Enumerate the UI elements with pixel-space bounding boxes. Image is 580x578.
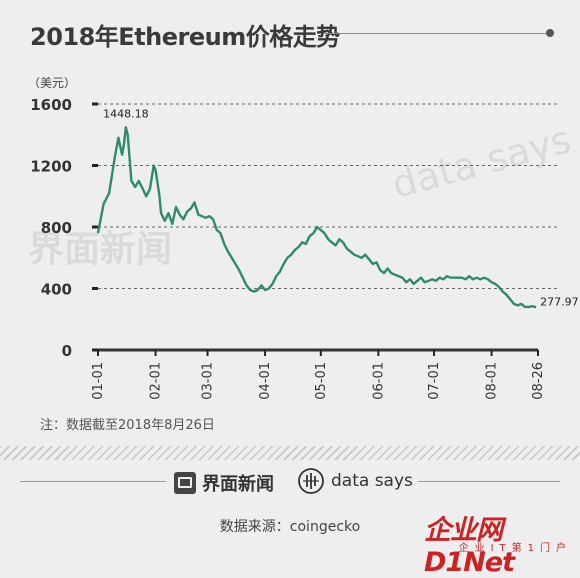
footer-brands: 界面新闻 data says xyxy=(0,462,580,502)
x-axis-ticks: 01-01 02-01 03-01 04-01 05-01 06-01 07-01 08-01… xyxy=(91,350,546,400)
y-tick-label: 1600 xyxy=(30,96,72,114)
grid-lines xyxy=(98,103,560,289)
d1net-logo: 企业网D1Net 企业IT第1门户 xyxy=(424,506,580,578)
y-tick-label: 1200 xyxy=(30,158,72,176)
x-tick-label: 01-01 xyxy=(91,362,106,400)
jiemian-logo-icon xyxy=(174,472,196,494)
chart-title: 2018年Ethereum价格走势 xyxy=(30,23,340,51)
header: 2018年Ethereum价格走势 xyxy=(0,0,580,64)
x-tick-label: 08-26 xyxy=(531,362,546,400)
title-rule-dot xyxy=(546,29,554,37)
title-rule xyxy=(323,33,549,34)
data-source: 数据来源：coingecko xyxy=(219,519,361,535)
jiemian-brand: 界面新闻 xyxy=(174,470,274,496)
x-tick-label: 03-01 xyxy=(201,362,216,400)
series-line xyxy=(96,126,537,309)
price-chart: （美元） 0 400 800 1200 1600 01-01 02-01 03-01 04-0… xyxy=(28,76,579,400)
hatch-divider xyxy=(0,446,580,460)
jiemian-label: 界面新闻 xyxy=(202,474,274,495)
x-tick-label: 08-01 xyxy=(485,362,500,400)
datasays-brand: data says xyxy=(297,467,413,495)
data-note: 注：数据截至2018年8月26日 xyxy=(40,418,215,433)
x-tick-label: 07-01 xyxy=(427,362,442,400)
datasays-logo-icon xyxy=(298,468,324,494)
datasays-label: data says xyxy=(331,471,413,491)
footer-lines xyxy=(0,481,580,482)
d1net-logo-sub: 企业IT第1门户 xyxy=(458,543,572,554)
x-tick-label: 02-01 xyxy=(149,362,164,400)
x-tick-label: 05-01 xyxy=(314,362,329,400)
x-tick-label: 04-01 xyxy=(258,362,273,400)
x-tick-label: 06-01 xyxy=(371,362,386,400)
y-tick-label: 0 xyxy=(62,342,72,360)
annotations: 1448.18 277.97 xyxy=(103,107,579,308)
data-label: 1448.18 xyxy=(103,107,149,120)
y-axis-unit: （美元） xyxy=(28,76,76,90)
y-axis-ticks: 0 400 800 1200 1600 xyxy=(30,96,98,360)
y-tick-label: 800 xyxy=(41,219,72,237)
data-label: 277.97 xyxy=(540,295,579,308)
y-tick-label: 400 xyxy=(41,281,72,299)
